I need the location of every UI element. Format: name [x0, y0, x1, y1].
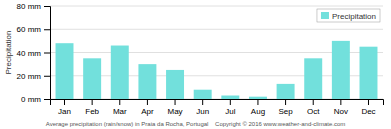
- bar: [83, 58, 101, 99]
- x-tick-label: Aug: [251, 107, 265, 116]
- x-tick: Dec: [361, 99, 375, 116]
- x-tick-label: Oct: [307, 107, 320, 116]
- x-tick-label: Feb: [85, 107, 99, 116]
- x-axis-line: [51, 100, 384, 106]
- x-tick-mark: [202, 99, 203, 105]
- y-axis-line: [44, 7, 51, 100]
- x-tick: Jan: [58, 99, 71, 116]
- plot-area: Jan Feb Mar Apr May Jun Jul Aug Sep Oct Nov Dec 0 mm…: [17, 2, 384, 116]
- bar: [304, 58, 322, 99]
- x-axis: Jan Feb Mar Apr May Jun Jul Aug Sep Oct Nov Dec: [51, 99, 384, 116]
- x-tick: Feb: [85, 99, 99, 116]
- bar: [111, 46, 129, 99]
- y-tick-label: 40 mm: [17, 49, 42, 58]
- x-tick: Jul: [225, 99, 235, 116]
- x-tick: Jun: [196, 99, 209, 116]
- grid: [50, 6, 383, 99]
- legend-swatch: [321, 12, 329, 19]
- x-tick-mark: [64, 99, 65, 105]
- y-tick-mark: [44, 76, 50, 77]
- y-axis-title: Precipitation: [4, 30, 13, 74]
- y-tick-label: 0 mm: [21, 95, 41, 104]
- x-tick: Nov: [334, 99, 348, 116]
- x-tick-label: May: [167, 107, 182, 116]
- x-tick: Mar: [113, 99, 127, 116]
- x-tick-mark: [368, 99, 369, 105]
- bar: [138, 64, 156, 99]
- y-tick: 80 mm: [17, 2, 50, 11]
- grid-line: [50, 29, 383, 30]
- x-tick-label: Sep: [278, 107, 293, 116]
- x-tick: Aug: [251, 99, 265, 116]
- bar: [166, 70, 184, 99]
- x-tick-mark: [313, 99, 314, 105]
- bar: [221, 96, 239, 99]
- x-tick-mark: [285, 99, 286, 105]
- bar: [194, 90, 212, 99]
- y-tick-label: 60 mm: [17, 25, 42, 34]
- x-tick-label: Jan: [58, 107, 71, 116]
- y-tick: 20 mm: [17, 72, 50, 81]
- y-tick: 60 mm: [17, 25, 50, 34]
- x-tick-label: Nov: [334, 107, 348, 116]
- x-tick-mark: [257, 99, 258, 105]
- y-tick-mark: [44, 6, 50, 7]
- x-tick-mark: [119, 99, 120, 105]
- footer: Average precipitation (rain/snow) in Pra…: [46, 121, 345, 127]
- y-tick-label: 20 mm: [17, 72, 42, 81]
- legend-label: Precipitation: [332, 12, 376, 21]
- x-tick-label: Apr: [141, 107, 154, 116]
- legend: Precipitation: [317, 9, 380, 22]
- bar: [249, 97, 267, 99]
- y-tick-mark: [44, 99, 50, 100]
- y-tick: 0 mm: [21, 95, 50, 104]
- x-tick-mark: [230, 99, 231, 105]
- x-tick: May: [167, 99, 182, 116]
- bar: [56, 43, 74, 99]
- x-tick-mark: [340, 99, 341, 105]
- chart: Jan Feb Mar Apr May Jun Jul Aug Sep Oct Nov Dec 0 mm…: [0, 0, 391, 129]
- x-tick: Apr: [141, 99, 154, 116]
- bar: [332, 41, 350, 99]
- y-tick-label: 80 mm: [17, 2, 42, 11]
- x-tick: Sep: [278, 99, 293, 116]
- bar: [277, 84, 295, 99]
- x-tick: Oct: [307, 99, 320, 116]
- x-tick-label: Jul: [225, 107, 235, 116]
- bars: [56, 41, 378, 99]
- x-tick-label: Dec: [361, 107, 375, 116]
- x-tick-label: Jun: [196, 107, 209, 116]
- x-tick-mark: [147, 99, 148, 105]
- y-tick: 40 mm: [17, 49, 50, 58]
- x-tick-label: Mar: [113, 107, 127, 116]
- x-tick-mark: [92, 99, 93, 105]
- bar: [360, 47, 378, 99]
- grid-line: [50, 6, 383, 7]
- y-tick-mark: [44, 29, 50, 30]
- legend-box: [317, 9, 380, 22]
- y-axis: 0 mm 20 mm 40 mm 60 mm 80 mm: [17, 2, 51, 104]
- x-tick-mark: [175, 99, 176, 105]
- y-tick-mark: [44, 53, 50, 54]
